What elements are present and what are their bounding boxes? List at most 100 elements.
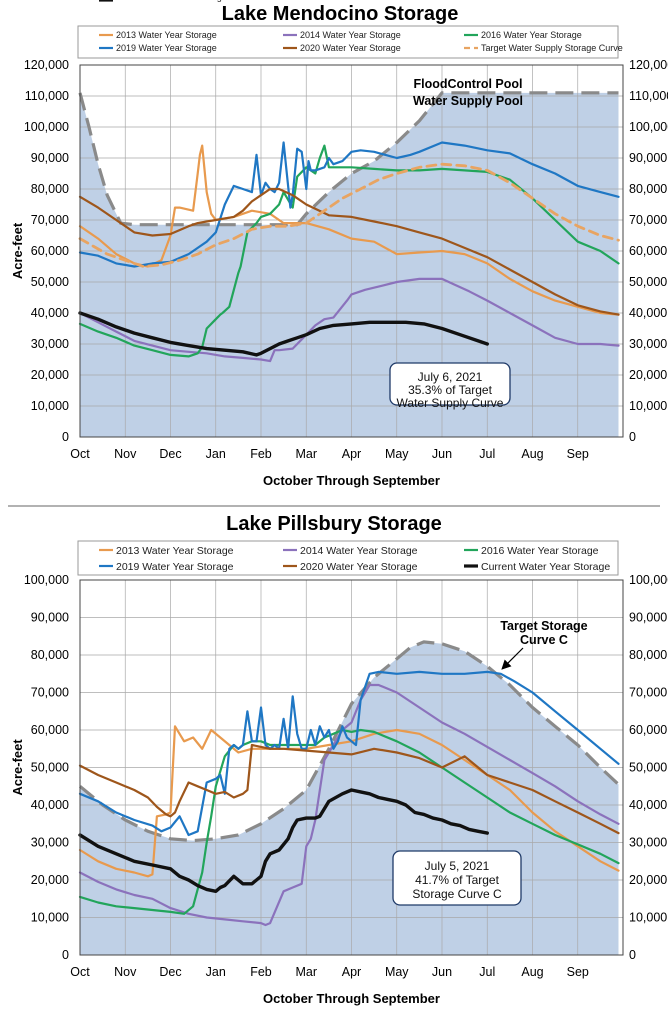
y-tick-label-left: 60,000 [31,723,69,737]
y-tick-label-right: 70,000 [629,686,667,700]
x-tick-label: Sep [567,965,589,979]
legend-box [77,25,619,59]
annotation-line: Curve C [520,633,568,647]
y-tick-label-right: 50,000 [629,761,667,775]
legend: 2013 Water Year Storage 2014 Water Year S… [77,540,619,576]
legend-label: 2020 Water Year Storage [300,43,401,53]
y-axis-title: Acre-feet [10,739,25,796]
legend-label: 2016 Water Year Storage [481,545,599,557]
y-tick-label-right: 90,000 [629,151,667,165]
annotation-line: 41.7% of Target [415,873,500,887]
x-tick-label: Jun [432,965,452,979]
x-tick-label: Nov [114,965,137,979]
x-tick-label: Oct [70,447,90,461]
y-tick-label-left: 10,000 [31,399,69,413]
annotation-line: FloodControl Pool [413,77,522,91]
series-line [78,187,620,316]
y-tick-label-right: 10,000 [629,399,667,413]
y-tick-label-left: 120,000 [24,58,69,72]
plot-frame [79,64,624,438]
y-tick-label-right: 60,000 [629,244,667,258]
legend-label: 2013 Water Year Storage [116,545,234,557]
y-tick-label-left: 100,000 [24,573,69,587]
y-tick-label-left: 0 [62,948,69,962]
y-tick-label-left: 50,000 [31,275,69,289]
x-tick-label: Nov [114,447,137,461]
y-tick-label-right: 40,000 [629,798,667,812]
legend-label: 2020 Water Year Storage [300,561,418,573]
x-tick-label: Jun [432,447,452,461]
legend-label: 2019 Water Year Storage [116,43,217,53]
y-tick-label-right: 80,000 [629,648,667,662]
chart-1: Lake Mendocino Storage 0 0 10,000 10,000 20,0… [10,0,668,488]
y-tick-label-left: 40,000 [31,798,69,812]
y-tick-label-left: 90,000 [31,611,69,625]
x-tick-label: Aug [521,447,543,461]
x-tick-label: May [385,965,409,979]
x-tick-label: Oct [70,965,90,979]
legend: 2013 Water Year Storage 2014 Water Year S… [77,0,623,59]
x-tick-label: Apr [342,965,361,979]
y-tick-label-left: 20,000 [31,873,69,887]
series-line [78,743,620,835]
series-line [78,728,620,915]
annotation-frame [392,850,522,906]
legend-box [77,540,619,576]
series-line [78,144,620,358]
x-tick-label: Jul [479,447,495,461]
y-tick-label-left: 60,000 [31,244,69,258]
y-tick-label-left: 50,000 [31,761,69,775]
y-tick-label-left: 110,000 [25,89,69,103]
y-tick-label-right: 100,000 [629,573,668,587]
y-tick-label-right: 70,000 [629,213,667,227]
x-tick-label: Dec [159,447,181,461]
x-tick-label: Jul [479,965,495,979]
series-line [78,683,620,927]
x-tick-label: Mar [295,447,317,461]
plot-frame [79,579,624,956]
x-tick-label: Apr [342,447,361,461]
legend-label: 2014 Water Year Storage [300,545,418,557]
y-tick-label-right: 110,000 [629,89,668,103]
legend-label: Current Water Year Storage [481,561,610,573]
y-tick-label-right: 0 [629,948,636,962]
y-tick-label-right: 30,000 [629,337,667,351]
x-axis-title: October Through September [263,991,440,1006]
series-line [78,162,620,268]
annotation-arrow [501,647,524,670]
annotation-line: Water Supply Pool [413,94,523,108]
y-tick-label-right: 40,000 [629,306,667,320]
y-tick-label-right: 20,000 [629,368,667,382]
legend-label: 2014 Water Year Storage [300,30,401,40]
annotation-label: FloodControl Pool Water Supply Pool [413,77,523,108]
y-tick-label-right: 120,000 [629,58,668,72]
y-tick-label-left: 30,000 [31,836,69,850]
y-tick-label-right: 60,000 [629,723,667,737]
x-tick-label: Mar [295,965,317,979]
x-axis-title: October Through September [263,473,440,488]
x-tick-label: Aug [521,965,543,979]
y-tick-label-right: 90,000 [629,611,667,625]
y-tick-label-right: 0 [629,430,636,444]
y-tick-label-left: 10,000 [31,911,69,925]
series-line [78,311,489,357]
y-tick-label-left: 30,000 [31,337,69,351]
annotation-line: Storage Curve C [412,887,502,901]
y-tick-label-left: 70,000 [31,686,69,700]
y-tick-label-left: 100,000 [24,120,69,134]
annotation-frame [389,362,511,406]
x-tick-label: May [385,447,409,461]
y-tick-label-left: 80,000 [31,182,69,196]
series-line [78,788,489,893]
annotation-line: July 5, 2021 [425,859,490,873]
x-tick-label: Feb [250,447,272,461]
y-tick-label-left: 70,000 [31,213,69,227]
annotation-line: 35.3% of Target [408,383,493,397]
chart-title: Lake Mendocino Storage [222,3,459,25]
y-tick-label-left: 40,000 [31,306,69,320]
annotation-line: Target Storage [500,619,587,633]
legend-label: Current Water Year Storage [116,0,227,2]
